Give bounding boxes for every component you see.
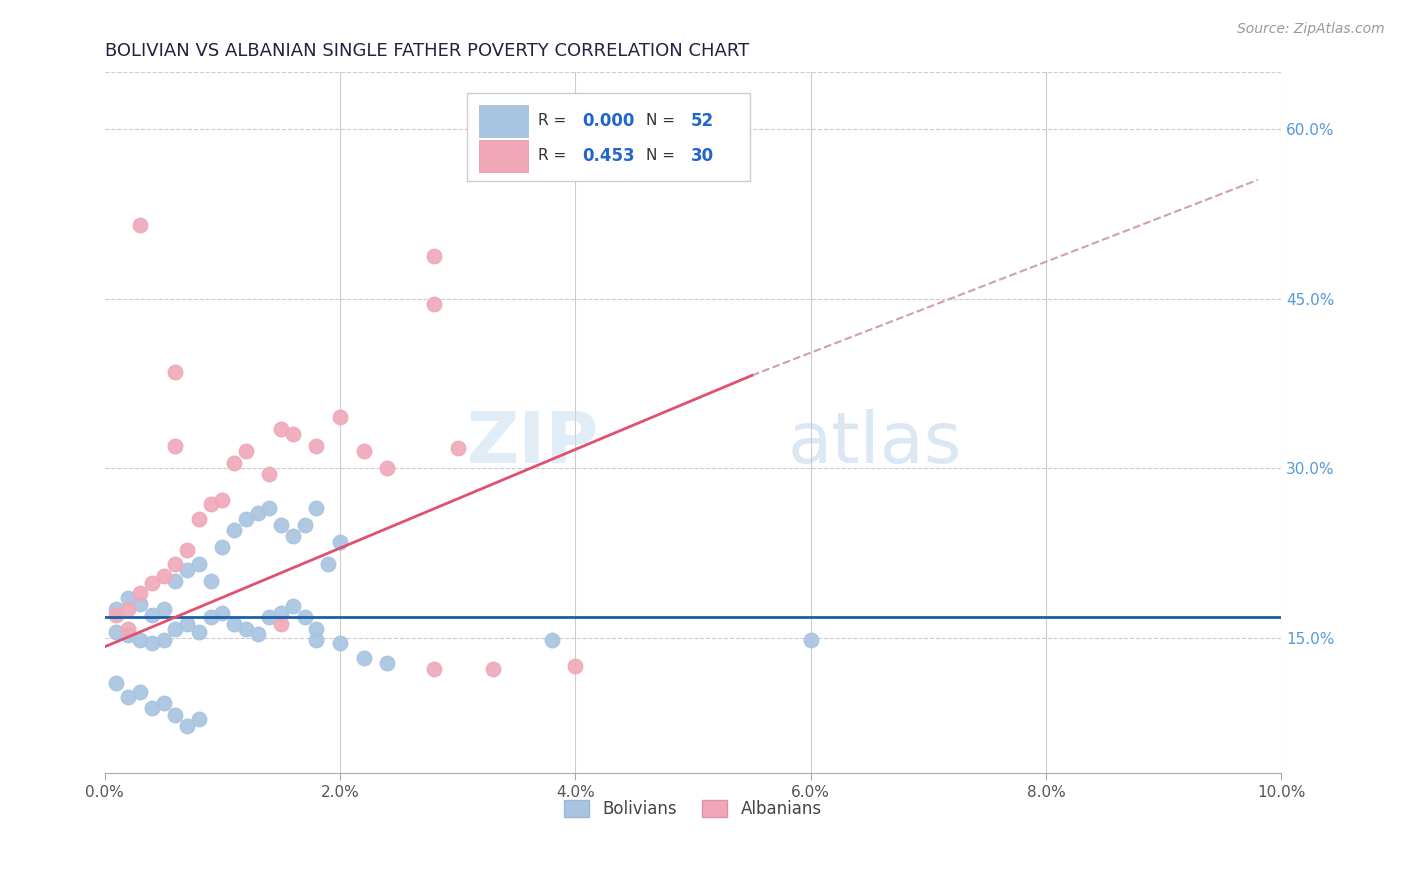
Point	[165, 438, 187, 452]
Point	[105, 676, 128, 690]
Point	[423, 662, 446, 676]
Point	[105, 602, 128, 616]
Point	[353, 444, 375, 458]
Point	[187, 712, 209, 726]
Point	[270, 617, 292, 632]
Point	[224, 456, 246, 470]
Point	[281, 427, 304, 442]
Point	[141, 701, 163, 715]
Point	[165, 707, 187, 722]
Point	[423, 249, 446, 263]
Point	[141, 608, 163, 623]
Point	[152, 696, 174, 710]
Text: R =: R =	[537, 113, 571, 128]
Point	[117, 628, 139, 642]
Point	[176, 563, 198, 577]
Point	[129, 685, 152, 699]
Point	[141, 636, 163, 650]
Point	[176, 719, 198, 733]
Text: 52: 52	[690, 112, 714, 130]
Text: N =: N =	[645, 148, 681, 163]
Point	[316, 558, 339, 572]
Point	[235, 512, 257, 526]
Point	[187, 558, 209, 572]
Point	[423, 297, 446, 311]
Point	[152, 568, 174, 582]
Text: ZIP: ZIP	[467, 409, 599, 478]
Point	[305, 500, 328, 515]
Point	[305, 633, 328, 648]
Point	[165, 622, 187, 636]
Point	[105, 625, 128, 640]
Point	[564, 659, 586, 673]
Point	[200, 497, 222, 511]
Point	[200, 574, 222, 589]
Text: 0.453: 0.453	[582, 147, 636, 165]
Point	[165, 558, 187, 572]
Point	[329, 534, 352, 549]
Point	[375, 461, 398, 475]
Point	[200, 610, 222, 624]
Point	[482, 662, 505, 676]
Point	[211, 541, 233, 555]
Point	[540, 633, 562, 648]
Point	[235, 444, 257, 458]
FancyBboxPatch shape	[479, 104, 529, 136]
Point	[294, 610, 316, 624]
Point	[375, 656, 398, 670]
Text: atlas: atlas	[787, 409, 962, 478]
Point	[259, 500, 281, 515]
Point	[129, 218, 152, 232]
Point	[129, 633, 152, 648]
Point	[224, 524, 246, 538]
Point	[329, 410, 352, 425]
Point	[353, 651, 375, 665]
Point	[270, 421, 292, 435]
Text: 0.000: 0.000	[582, 112, 634, 130]
Point	[187, 625, 209, 640]
Point	[152, 633, 174, 648]
Point	[105, 608, 128, 623]
Text: 30: 30	[690, 147, 714, 165]
Point	[165, 574, 187, 589]
Point	[211, 492, 233, 507]
Text: BOLIVIAN VS ALBANIAN SINGLE FATHER POVERTY CORRELATION CHART: BOLIVIAN VS ALBANIAN SINGLE FATHER POVER…	[104, 42, 749, 60]
Point	[281, 529, 304, 543]
Point	[152, 602, 174, 616]
Point	[235, 622, 257, 636]
Point	[117, 591, 139, 606]
Point	[187, 512, 209, 526]
Text: Source: ZipAtlas.com: Source: ZipAtlas.com	[1237, 22, 1385, 37]
Point	[259, 610, 281, 624]
Point	[246, 627, 269, 641]
Point	[800, 633, 823, 648]
Point	[141, 576, 163, 591]
Point	[447, 441, 470, 455]
Point	[329, 636, 352, 650]
Point	[165, 365, 187, 379]
Point	[129, 585, 152, 599]
Point	[305, 438, 328, 452]
Text: N =: N =	[645, 113, 681, 128]
Point	[270, 517, 292, 532]
Legend: Bolivians, Albanians: Bolivians, Albanians	[558, 793, 828, 825]
Point	[176, 617, 198, 632]
Point	[117, 602, 139, 616]
Point	[129, 597, 152, 611]
Point	[176, 542, 198, 557]
Point	[246, 507, 269, 521]
Text: R =: R =	[537, 148, 571, 163]
Point	[224, 617, 246, 632]
Point	[294, 517, 316, 532]
Point	[259, 467, 281, 481]
FancyBboxPatch shape	[479, 140, 529, 172]
Point	[117, 690, 139, 704]
FancyBboxPatch shape	[467, 94, 749, 181]
Point	[117, 622, 139, 636]
Point	[281, 599, 304, 613]
Point	[305, 622, 328, 636]
Point	[211, 606, 233, 620]
Point	[270, 606, 292, 620]
